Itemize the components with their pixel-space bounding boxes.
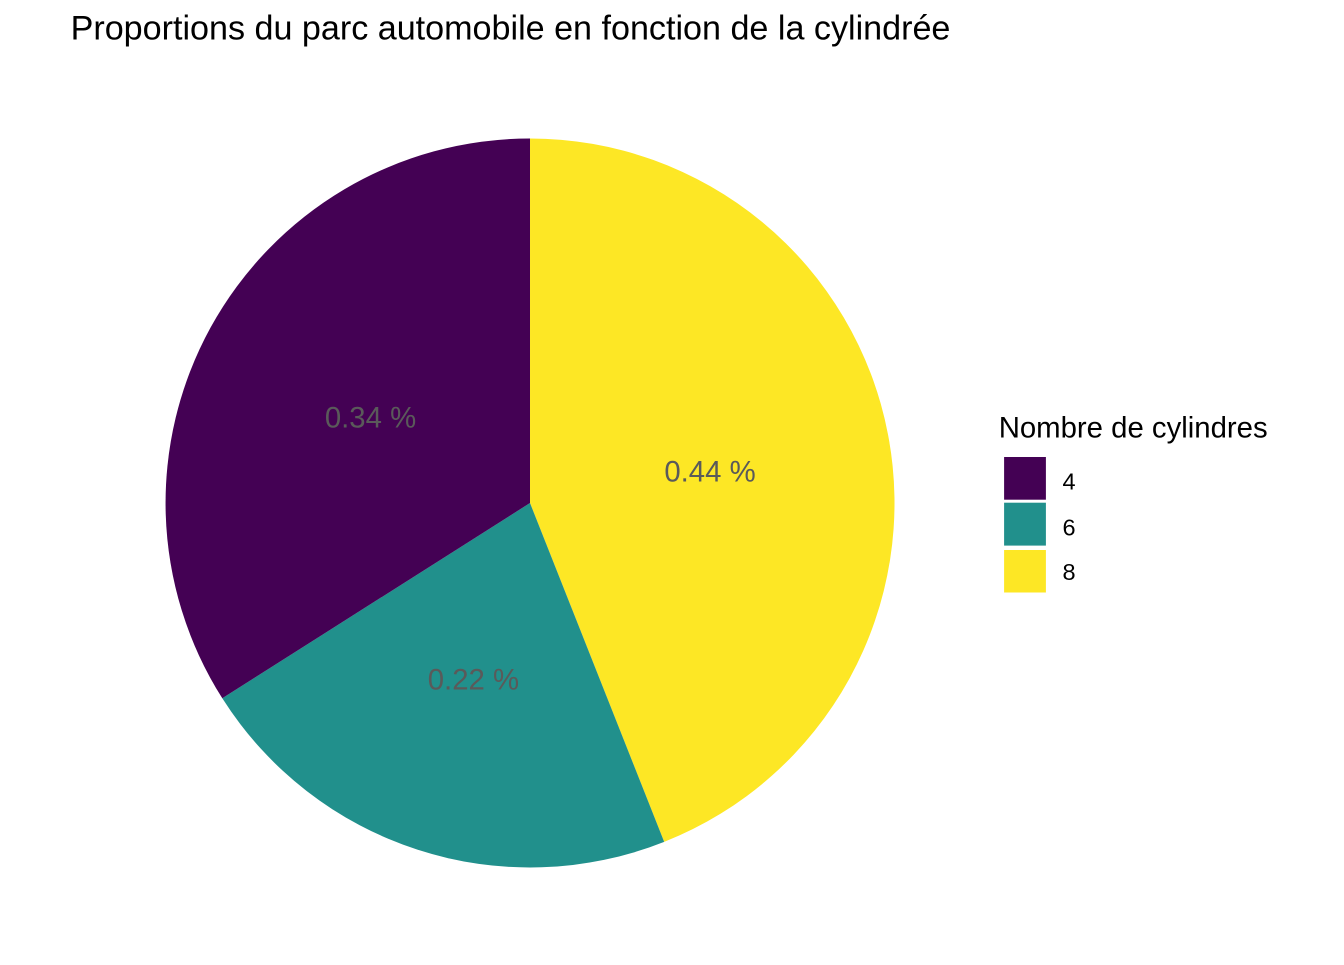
svg-text:0.44 %: 0.44 % — [664, 456, 755, 489]
svg-text:6: 6 — [1063, 514, 1076, 540]
svg-text:Proportions du parc automobile: Proportions du parc automobile en foncti… — [71, 9, 951, 47]
svg-text:Nombre de cylindres: Nombre de cylindres — [999, 411, 1268, 444]
svg-text:8: 8 — [1063, 559, 1076, 585]
svg-text:4: 4 — [1063, 468, 1076, 494]
svg-text:0.22 %: 0.22 % — [428, 664, 519, 697]
svg-text:0.34 %: 0.34 % — [325, 401, 416, 434]
